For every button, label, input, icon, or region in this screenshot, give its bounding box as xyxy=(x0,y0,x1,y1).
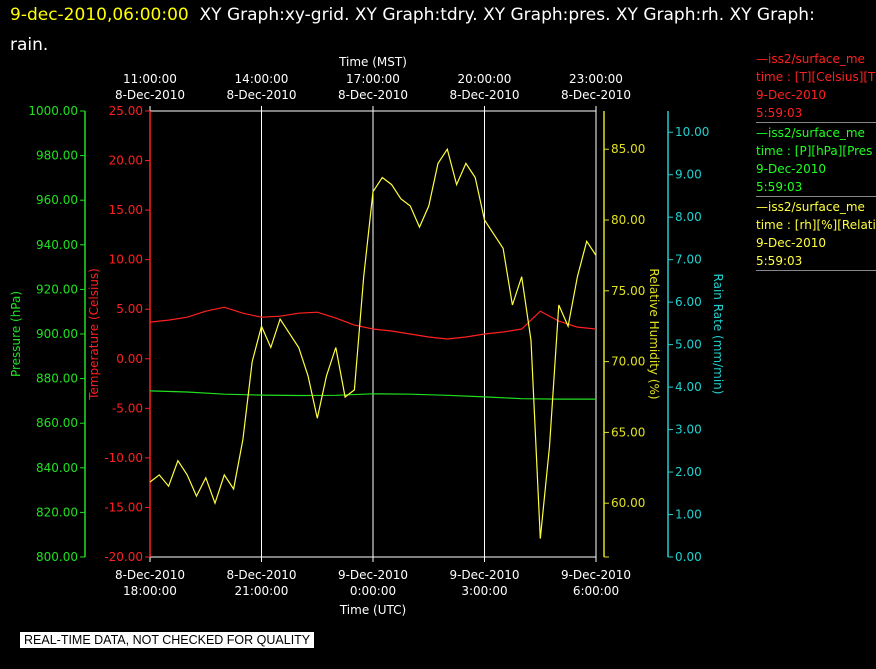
pressure-tick-label: 960.00 xyxy=(36,193,78,207)
top-tick-label-date: 8-Dec-2010 xyxy=(115,88,185,102)
x-tick-label-date: 8-Dec-2010 xyxy=(115,568,185,582)
pressure-series-line xyxy=(149,390,596,400)
temperature-tick-label: 0.00 xyxy=(116,352,143,366)
temperature-tick-label: 20.00 xyxy=(109,154,143,168)
top-tick-label-time: 20:00:00 xyxy=(458,72,512,86)
top-tick-label-time: 11:00:00 xyxy=(123,72,177,86)
rain-tick-label: 1.00 xyxy=(675,508,702,522)
legend-series-name: —iss2/surface_me xyxy=(756,52,865,66)
x-tick-label-time: 21:00:00 xyxy=(235,584,289,598)
rain-tick-label: 6.00 xyxy=(675,295,702,309)
rain-tick-label: 10.00 xyxy=(675,125,709,139)
legend-entry-temperature[interactable]: —iss2/surface_me time : [T][Celsius][T 9… xyxy=(756,50,876,123)
top-tick-label-date: 8-Dec-2010 xyxy=(561,88,631,102)
pressure-tick-label: 980.00 xyxy=(36,149,78,163)
legend-series-name: —iss2/surface_me xyxy=(756,200,865,214)
temperature-tick-label: -20.00 xyxy=(104,550,143,564)
temperature-tick-label: 10.00 xyxy=(109,253,143,267)
pressure-tick-label: 820.00 xyxy=(36,505,78,519)
pressure-tick-label: 940.00 xyxy=(36,238,78,252)
rain-tick-label: 0.00 xyxy=(675,550,702,564)
rain-tick-label: 8.00 xyxy=(675,210,702,224)
pressure-tick-label: 1000.00 xyxy=(28,104,78,118)
humidity-tick-label: 65.00 xyxy=(611,425,645,439)
humidity-tick-label: 60.00 xyxy=(611,496,645,510)
pressure-tick-label: 840.00 xyxy=(36,461,78,475)
humidity-tick-label: 70.00 xyxy=(611,355,645,369)
humidity-tick-label: 80.00 xyxy=(611,213,645,227)
title-date: 9-dec-2010,06:00:00 xyxy=(10,5,189,25)
legend-series-time: 5:59:03 xyxy=(756,254,803,268)
humidity-tick-label: 85.00 xyxy=(611,142,645,156)
x-tick-label-date: 9-Dec-2010 xyxy=(561,568,631,582)
top-tick-label-time: 23:00:00 xyxy=(569,72,623,86)
top-tick-label-time: 14:00:00 xyxy=(235,72,289,86)
temperature-tick-label: 5.00 xyxy=(116,302,143,316)
x-tick-label-time: 0:00:00 xyxy=(350,584,396,598)
top-tick-label-date: 8-Dec-2010 xyxy=(449,88,519,102)
rain-tick-label: 2.00 xyxy=(675,465,702,479)
legend-entry-pressure[interactable]: —iss2/surface_me time : [P][hPa][Pres 9-… xyxy=(756,124,876,197)
humidity-tick-label: 75.00 xyxy=(611,284,645,298)
x-tick-label-time: 6:00:00 xyxy=(573,584,619,598)
x-tick-label-time: 18:00:00 xyxy=(123,584,177,598)
temperature-series-line xyxy=(149,306,597,340)
legend-series-time: 5:59:03 xyxy=(756,106,803,120)
pressure-tick-label: 860.00 xyxy=(36,416,78,430)
rain-tick-label: 9.00 xyxy=(675,168,702,182)
legend-series-name: —iss2/surface_me xyxy=(756,126,865,140)
rain-tick-label: 7.00 xyxy=(675,253,702,267)
legend-series-date: 9-Dec-2010 xyxy=(756,162,827,176)
x-tick-label-date: 9-Dec-2010 xyxy=(338,568,408,582)
quality-notice: REAL-TIME DATA, NOT CHECKED FOR QUALITY xyxy=(20,632,315,648)
bottom-axis-label: Time (UTC) xyxy=(339,603,406,617)
x-tick-label-date: 9-Dec-2010 xyxy=(449,568,519,582)
temperature-axis-label: Temperature (Celsius) xyxy=(87,268,101,401)
top-axis-label: Time (MST) xyxy=(338,55,407,69)
top-tick-label-date: 8-Dec-2010 xyxy=(226,88,296,102)
temperature-tick-label: 15.00 xyxy=(109,203,143,217)
temperature-tick-label: -5.00 xyxy=(112,401,143,415)
humidity-series-line xyxy=(149,147,597,539)
pressure-tick-label: 800.00 xyxy=(36,550,78,564)
rain-tick-label: 5.00 xyxy=(675,338,702,352)
temperature-tick-label: -15.00 xyxy=(104,500,143,514)
legend-series-date: 9-Dec-2010 xyxy=(756,236,827,250)
temperature-tick-label: -10.00 xyxy=(104,451,143,465)
x-tick-label-date: 8-Dec-2010 xyxy=(226,568,296,582)
rain-axis-label: Rain Rate (mm/min) xyxy=(711,274,725,395)
legend: —iss2/surface_me time : [T][Celsius][T 9… xyxy=(756,50,876,272)
pressure-axis-label: Pressure (hPa) xyxy=(9,291,23,377)
graph-title: 9-dec-2010,06:00:00 XY Graph:xy-grid. XY… xyxy=(10,0,850,60)
pressure-tick-label: 880.00 xyxy=(36,372,78,386)
top-tick-label-time: 17:00:00 xyxy=(346,72,400,86)
legend-series-var: time : [P][hPa][Pres xyxy=(756,144,873,158)
rain-tick-label: 4.00 xyxy=(675,380,702,394)
legend-series-var: time : [rh][%][Relati xyxy=(756,218,876,232)
legend-series-var: time : [T][Celsius][T xyxy=(756,70,876,84)
top-tick-label-date: 8-Dec-2010 xyxy=(338,88,408,102)
humidity-axis-label: Relative Humidity (%) xyxy=(647,268,661,399)
legend-series-date: 9-Dec-2010 xyxy=(756,88,827,102)
legend-entry-humidity[interactable]: —iss2/surface_me time : [rh][%][Relati 9… xyxy=(756,198,876,271)
x-tick-label-time: 3:00:00 xyxy=(461,584,507,598)
rain-tick-label: 3.00 xyxy=(675,423,702,437)
temperature-tick-label: 25.00 xyxy=(109,104,143,118)
legend-series-time: 5:59:03 xyxy=(756,180,803,194)
title-graph-list: XY Graph:xy-grid. XY Graph:tdry. XY Grap… xyxy=(10,5,815,55)
pressure-tick-label: 900.00 xyxy=(36,327,78,341)
pressure-tick-label: 920.00 xyxy=(36,282,78,296)
